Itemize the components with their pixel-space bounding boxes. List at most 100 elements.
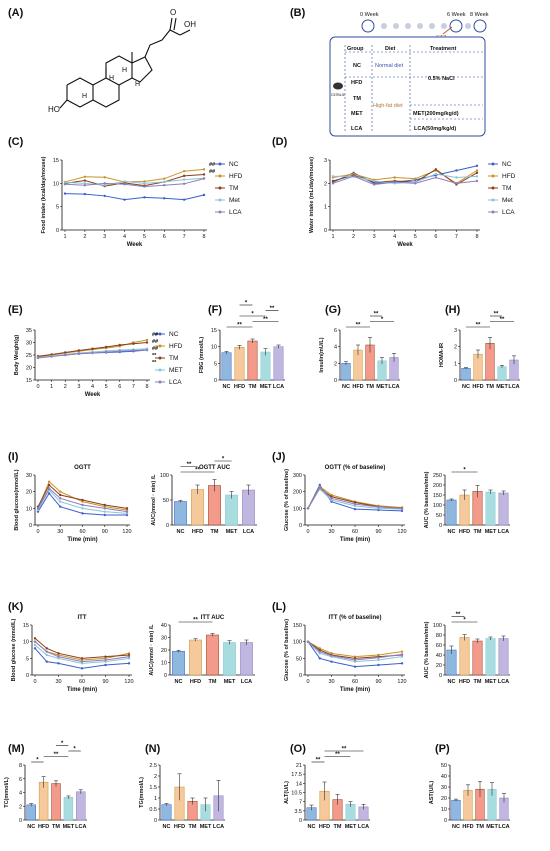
data-point — [57, 662, 60, 665]
y-tick-label: 250 — [433, 473, 442, 479]
y-tick-label: 2.5 — [149, 763, 157, 769]
category-label: TM — [189, 824, 197, 830]
data-point — [80, 667, 84, 670]
data-point — [318, 652, 321, 655]
data-point — [353, 660, 357, 663]
significance-mark: ** — [335, 752, 340, 758]
data-point — [83, 175, 87, 178]
x-tick-label: 120 — [122, 529, 131, 535]
category-label: TM — [474, 529, 482, 535]
data-point — [125, 513, 129, 517]
y-tick-label: 4 — [19, 791, 22, 797]
col-header-diet: Diet — [385, 46, 396, 52]
panel-label-p: (P) — [435, 743, 450, 755]
x-tick-label: 60 — [352, 529, 358, 535]
data-point — [45, 650, 48, 653]
data-point — [372, 183, 376, 186]
chart-title: ITT AUC — [201, 615, 225, 621]
legend-marker — [218, 210, 222, 214]
y-tick-label: 10 — [23, 640, 29, 646]
y-tick-label: 5 — [56, 205, 59, 211]
category-label: TM — [249, 384, 257, 390]
y-tick-label: 60 — [436, 643, 442, 649]
significance-mark: * — [222, 457, 225, 463]
category-label: NC — [177, 529, 185, 535]
category-label: NC — [452, 824, 460, 830]
significance-mark: ** — [500, 317, 505, 323]
y-tick-label: 20 — [441, 796, 447, 802]
data-point — [353, 502, 357, 506]
data-point — [143, 182, 146, 185]
category-label: NC — [448, 529, 456, 535]
category-label: LCA — [213, 824, 224, 830]
x-axis-label: Time (min) — [340, 537, 370, 543]
chart-o-16: (O) 0 3.5 7 10.5 14 17.5 21 ALT(U/L) NC HFD TM MET LC… — [284, 743, 370, 830]
bar-tm — [206, 634, 219, 676]
data-point — [36, 356, 40, 360]
legend-label: HFD — [169, 343, 183, 350]
significance-mark: ** — [152, 353, 157, 359]
legend-label: NC — [502, 161, 512, 168]
data-point — [104, 350, 108, 354]
data-point — [475, 169, 479, 172]
y-tick-label: 50 — [436, 513, 442, 519]
legend-label: TM — [169, 355, 178, 362]
legend-marker — [218, 162, 222, 166]
significance-mark: * — [463, 618, 466, 624]
y-tick-label: 40 — [161, 623, 167, 629]
y-tick-label: 20 — [26, 490, 32, 496]
category-label: HFD — [462, 824, 473, 830]
category-label: NC — [462, 384, 470, 390]
series-line-lca — [307, 486, 403, 510]
y-tick-label: 100 — [160, 473, 169, 479]
significance-mark: ## — [209, 162, 215, 168]
legend-label: TM — [502, 185, 511, 192]
category-label: TM — [366, 384, 374, 390]
legend-marker — [158, 368, 162, 372]
h-label-2: H — [109, 75, 114, 82]
category-label: HFD — [234, 384, 245, 390]
y-tick-label: 80 — [436, 633, 442, 639]
y-tick-label: 10 — [211, 345, 217, 351]
significance-mark: ** — [263, 317, 268, 323]
x-tick-label: 8 — [202, 234, 205, 240]
data-point — [103, 182, 106, 185]
bar-lca — [242, 489, 255, 526]
data-point — [143, 185, 146, 188]
x-tick-label: 3 — [373, 234, 376, 240]
y-tick-label: 10.5 — [291, 791, 302, 797]
chart-title: OGTT — [74, 465, 91, 471]
significance-mark: ## — [152, 346, 158, 352]
y-axis-label: Glucose (% of baseline) — [284, 469, 290, 531]
data-point — [143, 196, 146, 199]
bar-met — [497, 366, 507, 381]
category-label: NC — [342, 384, 350, 390]
category-label: NC — [448, 679, 456, 685]
y-tick-label: 30 — [441, 785, 447, 791]
y-tick-label: 30 — [26, 473, 32, 479]
group-tm: TM — [353, 96, 361, 102]
y-tick-label: 5 — [26, 656, 29, 662]
significance-mark: ## — [152, 332, 158, 338]
mouse-icon — [333, 82, 343, 90]
significance-mark: ** — [187, 462, 192, 468]
chart-e-2: (E) 15 20 25 30 35 Body Weight(g) 0 1 2 3 4 5 6 7 8 Week… — [8, 304, 183, 398]
y-tick-label: 0 — [29, 523, 32, 529]
legend-marker — [218, 186, 222, 190]
data-point — [145, 348, 149, 352]
panel-label-c: (C) — [8, 136, 24, 148]
category-label: NC — [27, 824, 35, 830]
category-label: MET — [260, 384, 272, 390]
data-point — [103, 507, 106, 510]
y-tick-label: 50 — [296, 656, 302, 662]
category-label: TM — [52, 824, 60, 830]
data-point — [103, 503, 106, 507]
chart-n-15: (N) 0 0.5 1 1.5 2 2.5 TG(mmol/L) NC HFD TM MET LCA — [139, 743, 225, 830]
x-tick-label: 7 — [132, 384, 135, 390]
data-point — [330, 497, 333, 500]
category-label: TM — [476, 824, 484, 830]
bar-lca — [273, 346, 284, 381]
x-tick-label: 1 — [331, 234, 334, 240]
y-axis-label: AST(U/L) — [429, 781, 435, 805]
